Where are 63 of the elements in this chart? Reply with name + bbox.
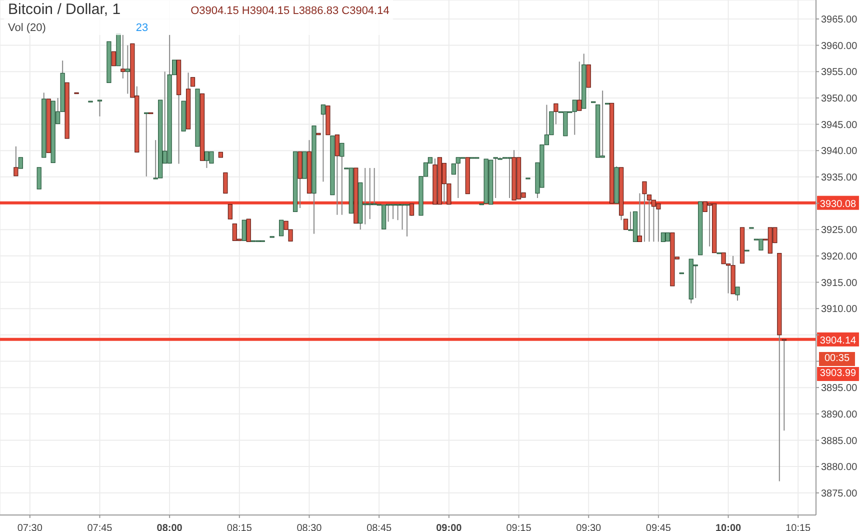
candlestick xyxy=(279,220,284,236)
candlestick xyxy=(111,51,116,66)
x-tick-label: 09:15 xyxy=(506,523,532,531)
candlestick xyxy=(120,34,126,79)
candlestick xyxy=(228,204,232,220)
candlestick xyxy=(586,64,591,88)
ref-line-label: 3904.14 xyxy=(820,335,857,346)
candlestick xyxy=(735,286,740,302)
x-tick-label: 08:30 xyxy=(296,523,322,531)
y-tick-label: 3945.00 xyxy=(821,120,858,131)
candlestick xyxy=(18,157,23,169)
x-tick-label: 07:45 xyxy=(87,523,113,531)
candlestick xyxy=(246,218,251,242)
y-tick-label: 3895.00 xyxy=(821,383,858,394)
candlestick xyxy=(577,61,582,112)
candlestick xyxy=(97,100,102,117)
candlestick xyxy=(320,104,326,182)
y-tick-label: 3885.00 xyxy=(821,436,858,447)
candlestick xyxy=(554,103,558,125)
ref-line-label: 3930.08 xyxy=(820,198,857,210)
y-tick-label: 3915.00 xyxy=(821,278,858,289)
candlestick xyxy=(334,134,340,216)
candlestick xyxy=(36,167,42,190)
x-tick-label: 09:45 xyxy=(646,523,672,531)
x-tick-label: 07:30 xyxy=(17,523,43,531)
y-tick-label: 3935.00 xyxy=(821,172,858,184)
y-tick-label: 3880.00 xyxy=(821,462,858,474)
y-tick-label: 3955.00 xyxy=(821,67,858,78)
candlestick xyxy=(646,194,652,242)
candlestick xyxy=(623,218,628,230)
candlestick xyxy=(340,142,344,216)
text: 3903.99 xyxy=(817,366,859,381)
candlestick xyxy=(642,181,647,242)
text: 00:35 xyxy=(819,352,855,366)
candlestick xyxy=(409,202,414,216)
annotation: Vol (20) xyxy=(8,22,46,34)
chart-title: Bitcoin / Dollar, 1 xyxy=(8,1,121,18)
candlestick xyxy=(637,192,642,242)
y-tick-label: 3890.00 xyxy=(821,409,858,420)
candlestick xyxy=(223,172,228,194)
x-tick-label: 10:15 xyxy=(786,523,812,531)
candlestick xyxy=(144,112,149,177)
annotation: 23 xyxy=(136,22,148,34)
y-tick-label: 3910.00 xyxy=(821,304,858,316)
y-tick-label: 3960.00 xyxy=(821,40,858,52)
y-tick-label: 3940.00 xyxy=(821,146,858,158)
x-tick-label: 08:15 xyxy=(226,523,252,531)
candlestick xyxy=(14,146,18,176)
x-tick-label: 08:45 xyxy=(366,523,392,531)
y-tick-label: 3920.00 xyxy=(821,251,858,262)
x-tick-label: 08:00 xyxy=(156,523,183,531)
y-tick-label: 3950.00 xyxy=(821,93,858,104)
candlestick xyxy=(242,220,246,241)
candlestick xyxy=(451,163,456,175)
y-tick-label: 3875.00 xyxy=(821,488,858,500)
x-tick-label: 09:30 xyxy=(576,523,602,531)
candlestick xyxy=(782,338,786,432)
text: O3904.15 H3904.15 L3886.83 C3904.14 xyxy=(190,5,390,17)
x-tick-label: 09:00 xyxy=(436,523,462,531)
candlestick xyxy=(125,44,130,94)
y-tick-label: 3965.00 xyxy=(821,14,858,26)
x-tick-label: 10:00 xyxy=(715,523,742,531)
y-tick-label: 3925.00 xyxy=(821,225,858,236)
